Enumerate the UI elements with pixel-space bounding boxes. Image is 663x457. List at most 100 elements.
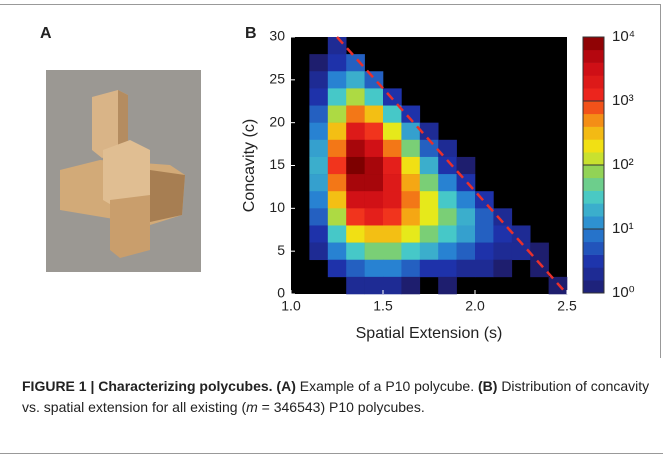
panel-label: B bbox=[245, 25, 257, 42]
colorbar-tick-label: 10³ bbox=[612, 92, 634, 109]
heatmap-cell bbox=[346, 88, 365, 106]
heatmap-cell bbox=[346, 122, 365, 141]
heatmap-cell bbox=[438, 191, 457, 209]
heatmap-cell bbox=[383, 259, 402, 278]
caption-part: (B) bbox=[477, 378, 498, 394]
heatmap-cell bbox=[327, 259, 347, 278]
heatmap-cell bbox=[456, 259, 476, 278]
heatmap-cell bbox=[438, 139, 457, 158]
heatmap-cell bbox=[346, 71, 365, 89]
heatmap-cell bbox=[401, 122, 421, 141]
heatmap-cell bbox=[327, 208, 347, 226]
x-tick-label: 1.5 bbox=[373, 298, 393, 314]
heatmap-cell bbox=[364, 191, 384, 209]
heatmap-cell bbox=[419, 242, 439, 261]
heatmap-cell bbox=[364, 259, 384, 278]
heatmap-cell bbox=[419, 122, 439, 141]
y-tick-label: 30 bbox=[269, 28, 285, 44]
heatmap-cell bbox=[346, 259, 365, 278]
heatmap-cell bbox=[383, 174, 402, 192]
heatmap-cell bbox=[419, 139, 439, 158]
caption: FIGURE 1 | Characterizing polycubes. (A)… bbox=[22, 376, 654, 418]
colorbar-swatch bbox=[583, 203, 604, 217]
heatmap-cell bbox=[346, 191, 365, 209]
heatmap-cell bbox=[364, 208, 384, 226]
heatmap-cell bbox=[456, 242, 476, 261]
heatmap-cell bbox=[346, 54, 365, 72]
colorbar-swatch bbox=[583, 267, 604, 281]
heatmap-cell bbox=[401, 105, 421, 123]
colorbar-swatch bbox=[583, 113, 604, 127]
heatmap-cell bbox=[327, 105, 347, 123]
colorbar-swatch bbox=[583, 62, 604, 76]
heatmap-cell bbox=[309, 242, 329, 261]
heatmap-cell bbox=[530, 242, 549, 261]
heatmap-cell bbox=[364, 88, 384, 106]
heatmap-cell bbox=[327, 139, 347, 158]
caption-part: (A) bbox=[276, 378, 296, 394]
heatmap-cell bbox=[493, 225, 513, 243]
heatmap-cell bbox=[327, 37, 347, 55]
heatmap-cell bbox=[530, 259, 549, 278]
boundary-line bbox=[336, 36, 568, 295]
heatmap-cell bbox=[346, 225, 365, 243]
heatmap-cell bbox=[456, 191, 476, 209]
heatmap-cell bbox=[419, 156, 439, 175]
heatmap-cell bbox=[383, 208, 402, 226]
colorbar-swatch bbox=[583, 152, 604, 166]
heatmap-cell bbox=[493, 259, 513, 278]
heatmap-cell bbox=[383, 139, 402, 158]
heatmap-cell bbox=[327, 156, 347, 175]
y-tick-label: 5 bbox=[277, 242, 285, 258]
heatmap-cell bbox=[309, 105, 329, 123]
heatmap-cell bbox=[346, 156, 365, 175]
heatmap-cell bbox=[401, 276, 421, 295]
heatmap-cell bbox=[419, 208, 439, 226]
colorbar-swatch bbox=[583, 75, 604, 89]
heatmap-cell bbox=[309, 225, 329, 243]
heatmap-cell bbox=[327, 225, 347, 243]
heatmap-cell bbox=[327, 122, 347, 141]
colorbar-swatch bbox=[583, 229, 604, 243]
y-tick-label: 15 bbox=[269, 156, 285, 172]
caption-text: = 346543) P10 polycubes. bbox=[257, 399, 425, 415]
y-tick-label: 25 bbox=[269, 71, 285, 87]
heatmap-cell bbox=[309, 174, 329, 192]
heatmap-cell bbox=[383, 225, 402, 243]
heatmap-cell bbox=[346, 208, 365, 226]
heatmap-cell bbox=[364, 225, 384, 243]
heatmap-cell bbox=[419, 191, 439, 209]
y-tick-label: 0 bbox=[277, 285, 285, 301]
y-tick-label: 20 bbox=[269, 113, 285, 129]
x-axis-label: Spatial Extension (s) bbox=[356, 325, 503, 342]
colorbar-swatch bbox=[583, 88, 604, 102]
heatmap-cell bbox=[346, 139, 365, 158]
colorbar-swatch bbox=[583, 254, 604, 268]
heatmap-cell bbox=[438, 225, 457, 243]
heatmap-cell bbox=[364, 105, 384, 123]
heatmap-cell bbox=[401, 174, 421, 192]
caption-text: Example of a P10 polycube. bbox=[299, 378, 475, 394]
heatmap-cell bbox=[456, 208, 476, 226]
heatmap-cell bbox=[327, 191, 347, 209]
heatmap-cell bbox=[475, 225, 494, 243]
colorbar-swatch bbox=[583, 101, 604, 115]
panel-label: A bbox=[40, 25, 52, 42]
heatmap-cell bbox=[327, 174, 347, 192]
heatmap-cell bbox=[456, 225, 476, 243]
heatmap-cell bbox=[383, 242, 402, 261]
heatmap-cell bbox=[419, 174, 439, 192]
heatmap-cell bbox=[438, 276, 457, 295]
colorbar-tick-label: 10¹ bbox=[612, 220, 634, 237]
heatmap-cell bbox=[383, 122, 402, 141]
heatmap-cell bbox=[419, 225, 439, 243]
heatmap-cell bbox=[327, 54, 347, 72]
x-tick-label: 2.5 bbox=[557, 298, 577, 314]
heatmap-cell bbox=[383, 105, 402, 123]
heatmap-cell bbox=[401, 191, 421, 209]
heatmap-cell bbox=[309, 122, 329, 141]
heatmap-cell bbox=[327, 242, 347, 261]
colorbar-swatch bbox=[583, 126, 604, 140]
heatmap-cell bbox=[401, 208, 421, 226]
heatmap-cell bbox=[309, 156, 329, 175]
